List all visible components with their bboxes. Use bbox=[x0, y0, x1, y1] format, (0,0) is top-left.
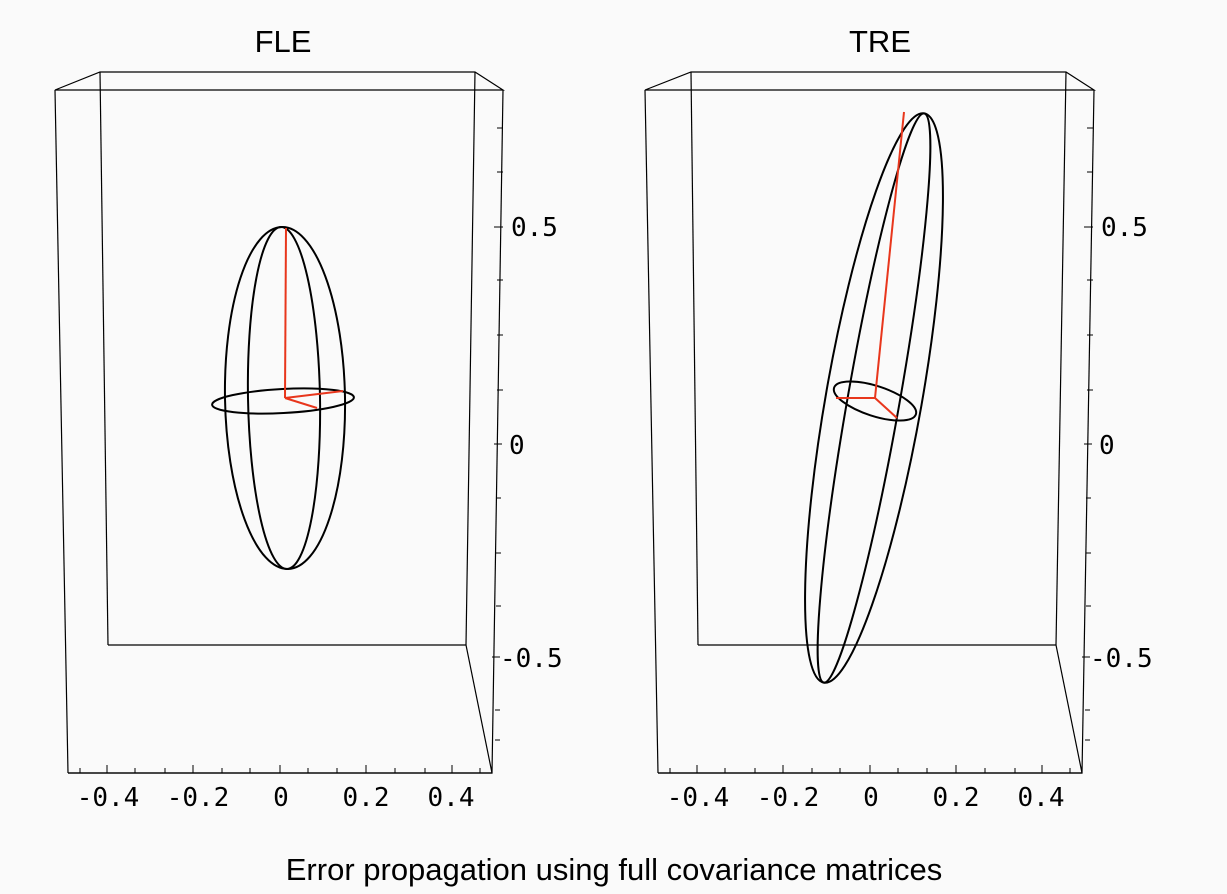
ellipsoid-tre bbox=[804, 111, 944, 684]
z-tick-label: 0 bbox=[509, 431, 525, 461]
z-tick-label: -0.5 bbox=[500, 644, 563, 674]
z-tick-label: 0 bbox=[1099, 431, 1115, 461]
principal-axis-middle bbox=[284, 397, 318, 409]
x-axis-tre: -0.4 -0.2 0 0.2 0.4 bbox=[667, 765, 1071, 813]
x-tick-label: -0.2 bbox=[167, 783, 230, 813]
z-axis-tre: 0.5 0 -0.5 bbox=[1082, 127, 1153, 741]
principal-axis-major bbox=[874, 111, 905, 399]
panel-tre: TRE 0.5 0 -0.5 bbox=[644, 24, 1153, 813]
x-tick-label: 0.2 bbox=[933, 783, 980, 813]
principal-axis-minor bbox=[284, 390, 344, 399]
x-tick-label: 0.4 bbox=[428, 783, 475, 813]
z-tick-label: 0.5 bbox=[1101, 213, 1148, 243]
panel-title-tre: TRE bbox=[849, 24, 911, 59]
z-tick-label: -0.5 bbox=[1090, 644, 1153, 674]
x-tick-label: 0 bbox=[273, 783, 289, 813]
z-axis-fle: 0.5 0 -0.5 bbox=[492, 127, 563, 741]
x-tick-label: 0 bbox=[863, 783, 879, 813]
bounding-box-fle bbox=[54, 71, 506, 774]
x-axis-fle: -0.4 -0.2 0 0.2 0.4 bbox=[77, 765, 481, 813]
x-tick-label: 0.4 bbox=[1018, 783, 1065, 813]
x-tick-label: 0.2 bbox=[343, 783, 390, 813]
x-tick-label: -0.4 bbox=[667, 783, 730, 813]
ellipsoid-equator bbox=[211, 387, 355, 415]
principal-axis-middle bbox=[874, 397, 898, 419]
x-tick-label: -0.2 bbox=[757, 783, 820, 813]
bounding-box-tre bbox=[644, 71, 1097, 774]
principal-axis-major bbox=[284, 227, 287, 399]
ellipsoid-meridian bbox=[246, 226, 322, 570]
ellipsoid-meridian bbox=[816, 112, 932, 684]
ellipsoid-equator bbox=[832, 380, 918, 422]
x-tick-label: -0.4 bbox=[77, 783, 140, 813]
ellipsoid-fle bbox=[211, 226, 355, 570]
z-tick-label: 0.5 bbox=[511, 213, 558, 243]
panel-fle: FLE 0.5 0 -0.5 bbox=[54, 24, 563, 813]
figure-caption: Error propagation using full covariance … bbox=[286, 852, 942, 887]
panel-title-fle: FLE bbox=[255, 24, 312, 59]
